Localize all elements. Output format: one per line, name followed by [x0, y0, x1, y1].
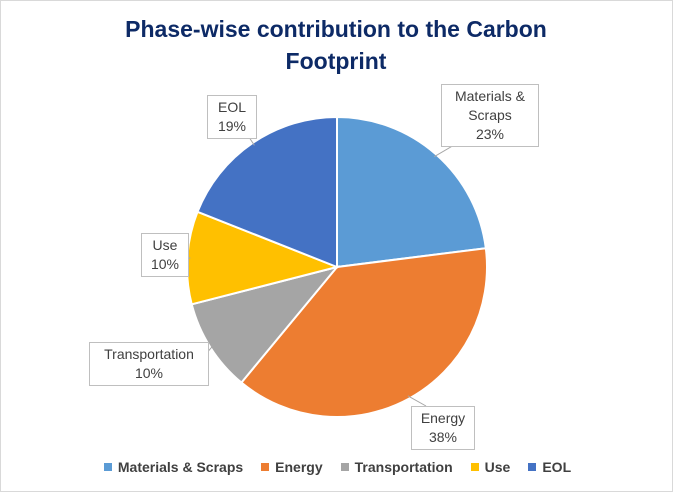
- data-label-transportation: Transportation 10%: [89, 342, 209, 386]
- legend-label: Materials & Scraps: [117, 459, 244, 475]
- legend-label: Transportation: [354, 459, 453, 475]
- pie-slice-materials-scraps: [336, 115, 487, 269]
- data-label-category: EOL: [217, 99, 246, 115]
- data-label-materials-scraps: Materials & Scraps 23%: [441, 84, 539, 147]
- data-label-value: 23%: [475, 126, 505, 142]
- data-label-category: Use: [152, 237, 178, 253]
- chart-title: Phase-wise contribution to the Carbon Fo…: [125, 16, 547, 74]
- data-label-value: 19%: [217, 118, 247, 134]
- data-label-category: Energy: [420, 410, 466, 426]
- pie-slice-energy: [239, 247, 488, 418]
- data-label-category: Transportation: [104, 346, 194, 362]
- data-label-eol: EOL 19%: [207, 95, 257, 139]
- data-label-energy: Energy 38%: [411, 406, 475, 450]
- legend-item-transportation: Transportation: [340, 459, 453, 475]
- data-label-use: Use 10%: [141, 233, 189, 277]
- legend-label: Use: [484, 459, 511, 475]
- legend-swatch: [470, 463, 479, 471]
- data-label-value: 10%: [150, 256, 180, 272]
- data-label-category: Materials & Scraps: [454, 88, 526, 123]
- legend-swatch: [261, 463, 270, 471]
- data-label-value: 10%: [134, 365, 164, 381]
- legend: Materials & Scraps Energy Transportation…: [1, 459, 673, 475]
- legend-item-materials-scraps: Materials & Scraps: [103, 459, 244, 475]
- legend-item-eol: EOL: [528, 459, 571, 475]
- legend-swatch: [103, 463, 112, 471]
- legend-swatch: [340, 463, 349, 471]
- leader-line: [407, 395, 427, 407]
- legend-item-energy: Energy: [261, 459, 323, 475]
- legend-item-use: Use: [470, 459, 511, 475]
- data-label-value: 38%: [428, 429, 458, 445]
- legend-label: Energy: [275, 459, 323, 475]
- legend-swatch: [528, 463, 537, 471]
- legend-label: EOL: [542, 459, 572, 475]
